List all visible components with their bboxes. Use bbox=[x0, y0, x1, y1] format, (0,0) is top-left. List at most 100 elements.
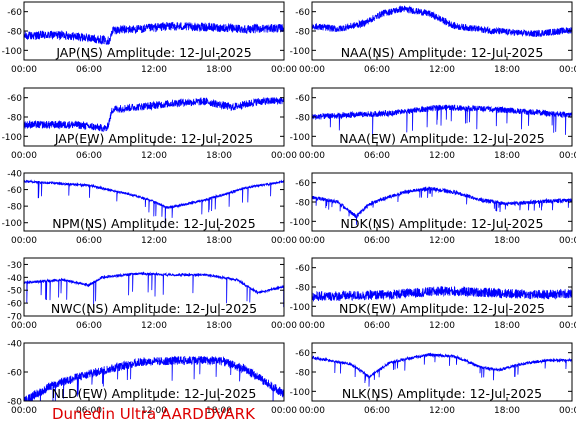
y-tick-label: -80 bbox=[295, 199, 310, 209]
amplitude-trace bbox=[312, 352, 572, 387]
y-tick-label: -40 bbox=[7, 274, 22, 284]
amplitude-trace bbox=[312, 104, 572, 135]
x-tick-label: 00:00 bbox=[299, 151, 325, 161]
y-tick-label: -80 bbox=[295, 369, 310, 379]
x-tick-label: 12:00 bbox=[141, 151, 167, 161]
chart-panel-1: -60 -80 -100 00:00 06:00 12:00 18:00 00:00 JAP(N… bbox=[2, 1, 297, 75]
chart-panel-8: -60 -80 -100 00:00 06:00 12:00 18:00 00:00 NDK(E… bbox=[290, 257, 576, 331]
y-tick-label: -100 bbox=[2, 47, 23, 57]
x-tick-label: 18:00 bbox=[494, 65, 520, 75]
y-tick-label: -40 bbox=[7, 170, 22, 180]
x-tick-label: 12:00 bbox=[429, 406, 455, 416]
chart-title: NLD(EW) Amplitude: 12-Jul-2025 bbox=[52, 386, 257, 401]
y-tick-label: -100 bbox=[290, 303, 311, 313]
x-tick-label: 00:00 bbox=[11, 406, 37, 416]
x-tick-label: 06:00 bbox=[76, 236, 102, 246]
chart-panel-4: -60 -80 -100 00:00 06:00 12:00 18:00 00:00 NAA(E… bbox=[290, 87, 576, 161]
x-tick-label: 06:00 bbox=[76, 321, 102, 331]
x-tick-label: 06:00 bbox=[364, 236, 390, 246]
x-tick-label: 06:00 bbox=[364, 65, 390, 75]
chart-title: NLK(NS) Amplitude: 12-Jul-2025 bbox=[342, 386, 542, 401]
chart-title: NDK(NS) Amplitude: 12-Jul-2025 bbox=[341, 216, 544, 231]
x-tick-label: 00:00 bbox=[271, 151, 297, 161]
y-tick-label: -100 bbox=[290, 218, 311, 228]
amplitude-trace bbox=[312, 186, 572, 225]
y-tick-label: -60 bbox=[7, 186, 22, 196]
x-tick-label: 00:00 bbox=[299, 406, 325, 416]
y-tick-label: -60 bbox=[295, 264, 310, 274]
x-tick-label: 12:00 bbox=[429, 321, 455, 331]
x-tick-label: 12:00 bbox=[429, 151, 455, 161]
chart-title: NAA(NS) Amplitude: 12-Jul-2025 bbox=[341, 45, 544, 60]
x-tick-label: 06:00 bbox=[364, 321, 390, 331]
y-tick-label: -80 bbox=[295, 28, 310, 38]
amplitude-trace bbox=[312, 5, 572, 38]
y-tick-label: -50 bbox=[7, 287, 22, 297]
x-tick-label: 00:00 bbox=[11, 65, 37, 75]
x-tick-label: 18:00 bbox=[494, 151, 520, 161]
x-tick-label: 12:00 bbox=[141, 406, 167, 416]
chart-title: NAA(EW) Amplitude: 12-Jul-2025 bbox=[339, 131, 545, 146]
y-tick-label: -80 bbox=[7, 398, 22, 408]
x-tick-label: 06:00 bbox=[364, 406, 390, 416]
x-tick-label: 00:00 bbox=[299, 321, 325, 331]
x-tick-label: 12:00 bbox=[141, 65, 167, 75]
chart-title: JAP(NS) Amplitude: 12-Jul-2025 bbox=[55, 45, 251, 60]
amplitude-trace bbox=[24, 271, 284, 308]
y-tick-label: -100 bbox=[2, 133, 23, 143]
y-tick-label: -80 bbox=[7, 28, 22, 38]
x-tick-label: 00:00 bbox=[559, 151, 576, 161]
x-tick-label: 18:00 bbox=[494, 406, 520, 416]
x-tick-label: 18:00 bbox=[206, 151, 232, 161]
chart-panel-10: -60 -80 -100 00:00 06:00 12:00 18:00 00:00 NLK(N… bbox=[290, 342, 576, 416]
y-tick-label: -80 bbox=[295, 114, 310, 124]
x-tick-label: 00:00 bbox=[11, 236, 37, 246]
y-tick-label: -80 bbox=[7, 203, 22, 213]
x-tick-label: 06:00 bbox=[76, 65, 102, 75]
y-tick-label: -60 bbox=[295, 8, 310, 18]
x-tick-label: 18:00 bbox=[206, 406, 232, 416]
y-tick-label: -60 bbox=[7, 300, 22, 310]
y-tick-label: -100 bbox=[290, 47, 311, 57]
y-tick-label: -60 bbox=[7, 94, 22, 104]
chart-panel-5: -40 -60 -80 -100 00:00 06:00 12:00 18:00 00:00 NP… bbox=[2, 170, 298, 247]
chart-title: NPM(NS) Amplitude: 12-Jul-2025 bbox=[52, 216, 255, 231]
y-tick-label: -70 bbox=[7, 313, 22, 323]
y-tick-label: -100 bbox=[2, 219, 23, 229]
y-tick-label: -60 bbox=[295, 94, 310, 104]
x-tick-label: 00:00 bbox=[11, 151, 37, 161]
amplitude-trace bbox=[24, 179, 284, 224]
y-tick-label: -80 bbox=[295, 284, 310, 294]
chart-title: JAP(EW) Amplitude: 12-Jul-2025 bbox=[54, 131, 253, 146]
x-tick-label: 06:00 bbox=[364, 151, 390, 161]
x-tick-label: 00:00 bbox=[11, 321, 37, 331]
chart-title: NWC(NS) Amplitude: 12-Jul-2025 bbox=[51, 301, 257, 316]
x-tick-label: 18:00 bbox=[206, 321, 232, 331]
amplitude-trace bbox=[24, 355, 284, 401]
x-tick-label: 00:00 bbox=[271, 65, 297, 75]
footer-label: Dunedin Ultra AARDDVARK bbox=[52, 405, 255, 423]
x-tick-label: 06:00 bbox=[76, 406, 102, 416]
x-tick-label: 06:00 bbox=[76, 151, 102, 161]
x-tick-label: 18:00 bbox=[494, 236, 520, 246]
y-tick-label: -80 bbox=[7, 114, 22, 124]
y-tick-label: -30 bbox=[7, 261, 22, 271]
x-tick-label: 00:00 bbox=[299, 236, 325, 246]
chart-panel-2: -60 -80 -100 00:00 06:00 12:00 18:00 00:00 NAA(N… bbox=[290, 1, 576, 75]
x-tick-label: 12:00 bbox=[429, 236, 455, 246]
x-tick-label: 12:00 bbox=[141, 321, 167, 331]
y-tick-label: -40 bbox=[7, 340, 22, 350]
x-tick-label: 18:00 bbox=[206, 65, 232, 75]
x-tick-label: 00:00 bbox=[299, 65, 325, 75]
amplitude-trace bbox=[24, 97, 284, 132]
y-tick-label: -60 bbox=[7, 369, 22, 379]
amplitude-trace bbox=[312, 285, 572, 302]
x-tick-label: 00:00 bbox=[559, 236, 576, 246]
y-tick-label: -60 bbox=[295, 349, 310, 359]
y-tick-label: -60 bbox=[7, 8, 22, 18]
x-tick-label: 00:00 bbox=[559, 321, 576, 331]
chart-panel-3: -60 -80 -100 00:00 06:00 12:00 18:00 00:00 JAP(E… bbox=[2, 87, 297, 161]
